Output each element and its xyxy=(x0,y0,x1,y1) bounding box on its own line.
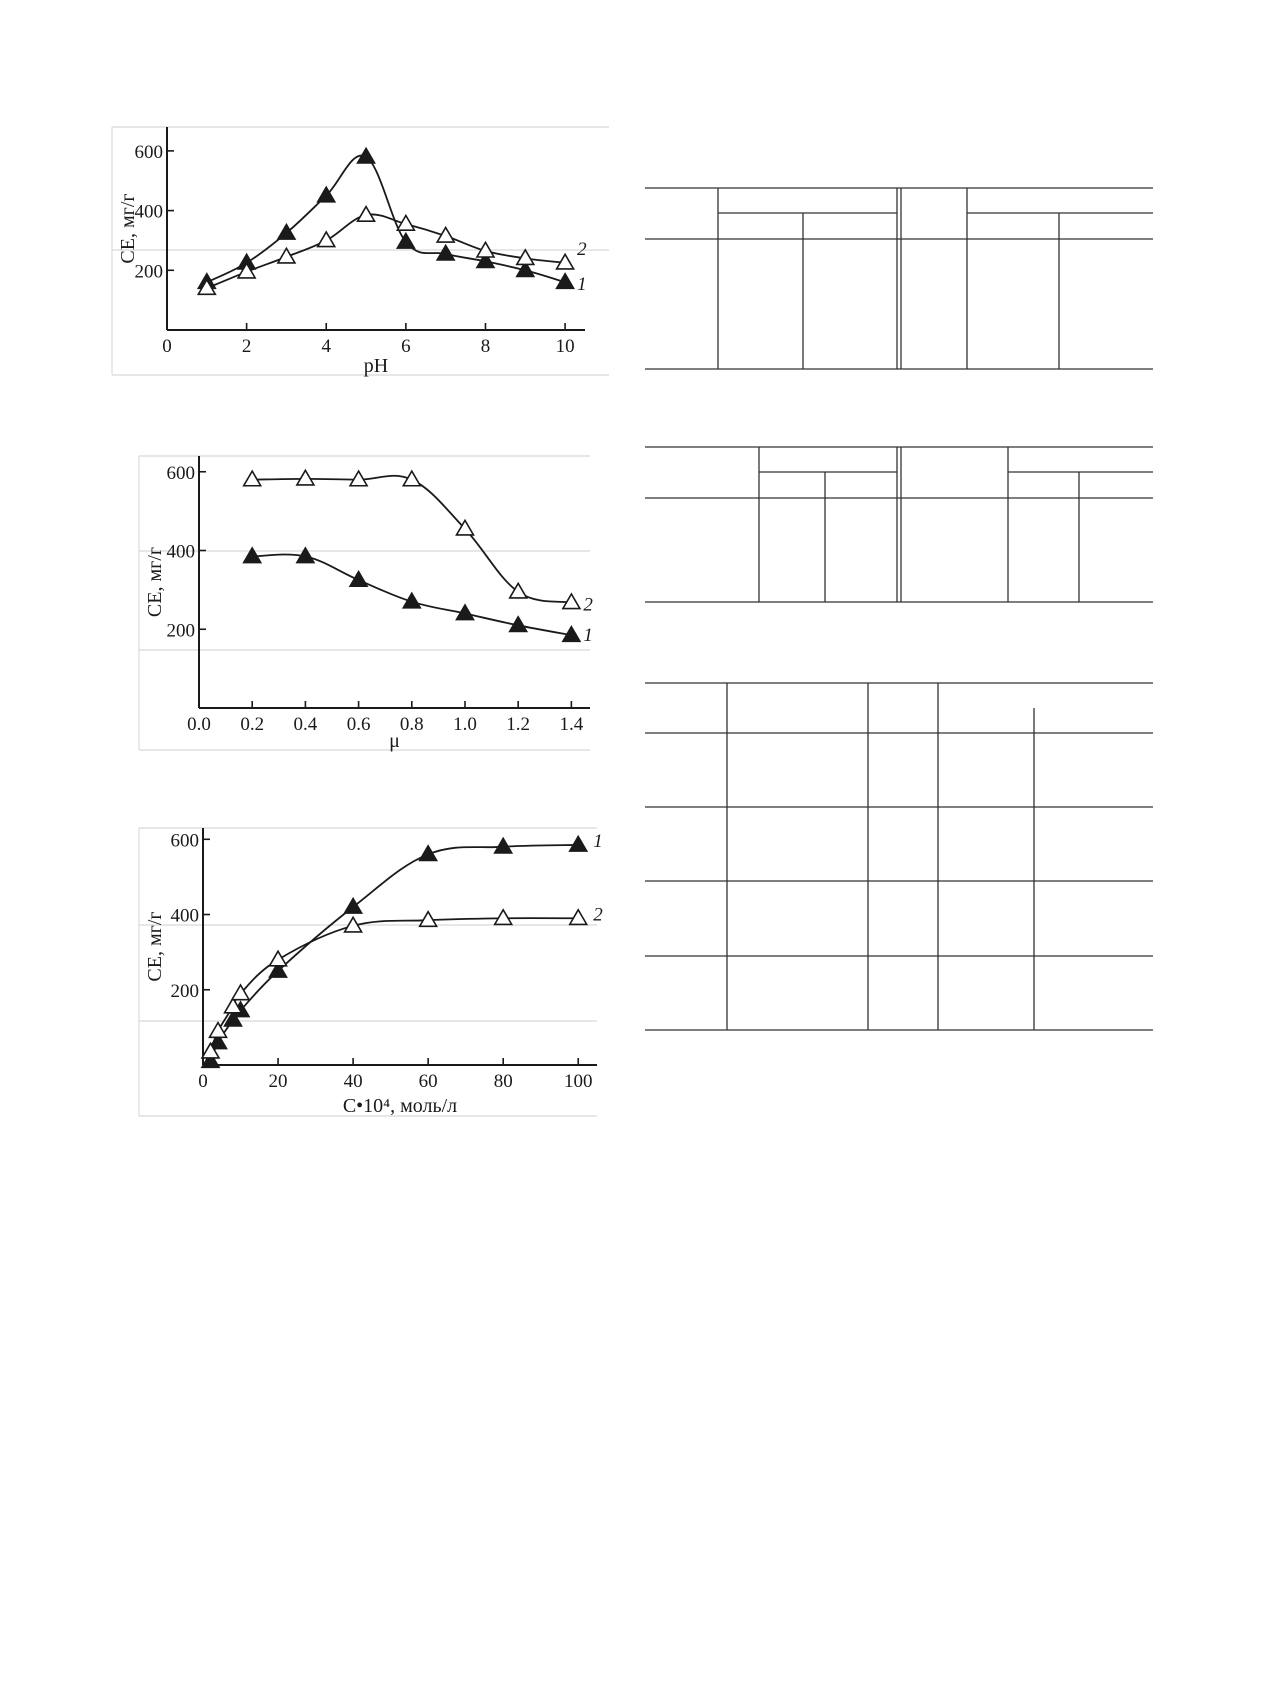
series-1-point xyxy=(435,243,456,261)
series-1-point xyxy=(401,591,422,609)
x-tick-label: 1.2 xyxy=(506,714,530,735)
y-axis-title: СЕ, мг/г xyxy=(117,193,139,263)
series-2-point xyxy=(455,518,475,536)
series-2-label: 2 xyxy=(583,594,593,615)
y-axis-title: СЕ, мг/г xyxy=(144,547,166,617)
y-tick-label: 200 xyxy=(171,981,200,1002)
x-tick-label: 1.4 xyxy=(560,714,584,735)
series-1-point xyxy=(561,625,582,643)
series-1-point xyxy=(475,251,496,269)
series-2-point xyxy=(276,246,297,264)
series-2-line xyxy=(209,917,579,1053)
x-tick-label: 0 xyxy=(198,1071,208,1092)
series-2-label: 2 xyxy=(577,239,587,260)
y-tick-label: 200 xyxy=(167,620,196,641)
chart-2: 0.0 0.2 0.4 0.6 0.8 1.0 1.2 1.4 200 400 600 μ СЕ, мг… xyxy=(138,455,593,752)
y-tick-label: 400 xyxy=(167,542,196,563)
series-2-point xyxy=(561,592,582,610)
x-tick-label: 40 xyxy=(344,1071,363,1092)
series-2-point xyxy=(316,230,337,248)
series-2-point xyxy=(348,469,369,487)
series-1-point xyxy=(316,185,337,203)
x-tick-label: 20 xyxy=(269,1071,288,1092)
series-2-line xyxy=(206,213,566,290)
series-2-point xyxy=(508,581,529,599)
series-1-point xyxy=(418,844,439,862)
chart-3: 0 20 40 60 80 100 200 400 600 C•10⁴, моль/л СЕ, мг… xyxy=(138,827,603,1117)
series-1-label: 1 xyxy=(577,274,587,295)
series-1-point xyxy=(568,834,589,852)
series-1-label: 1 xyxy=(583,625,593,646)
series-1-point xyxy=(555,272,575,290)
series-1-point xyxy=(200,1051,221,1069)
x-tick-label: 0.0 xyxy=(187,714,211,735)
series-1-point xyxy=(508,615,529,633)
series-1-point xyxy=(276,222,297,240)
series-2-point xyxy=(515,248,536,266)
y-axis-title: СЕ, мг/г xyxy=(144,911,166,981)
series-2-point xyxy=(236,261,257,279)
x-axis-title: pH xyxy=(364,355,388,377)
series-2-point xyxy=(493,908,514,926)
x-tick-label: 8 xyxy=(481,336,491,357)
series-2-point xyxy=(230,983,251,1001)
series-2-point xyxy=(196,278,217,296)
y-tick-label: 400 xyxy=(171,906,200,927)
series-1-line xyxy=(206,154,566,284)
series-1-point xyxy=(242,546,263,564)
x-tick-label: 0.6 xyxy=(347,714,371,735)
y-tick-label: 400 xyxy=(135,202,164,223)
series-1-point xyxy=(455,603,475,621)
x-tick-label: 80 xyxy=(494,1071,513,1092)
x-tick-label: 100 xyxy=(564,1071,593,1092)
x-tick-label: 0 xyxy=(162,336,172,357)
series-1-point xyxy=(348,569,369,587)
series-2-point xyxy=(475,240,496,258)
series-2-point xyxy=(295,468,316,486)
series-2-point xyxy=(401,469,422,487)
x-tick-label: 4 xyxy=(321,336,331,357)
x-tick-label: 60 xyxy=(419,1071,438,1092)
x-tick-label: 10 xyxy=(556,336,575,357)
series-1-point xyxy=(356,146,376,164)
series-2-point xyxy=(555,252,575,270)
y-tick-label: 600 xyxy=(171,830,200,851)
series-2-point xyxy=(223,996,243,1014)
series-2-point xyxy=(356,204,376,222)
x-axis-title: C•10⁴, моль/л xyxy=(343,1095,457,1117)
x-tick-label: 2 xyxy=(242,336,252,357)
series-1-point xyxy=(395,231,416,249)
series-1-point xyxy=(268,960,288,978)
series-2-point xyxy=(395,213,416,231)
x-tick-label: 6 xyxy=(401,336,411,357)
chart-1: 0 2 4 6 8 10 200 400 600 pH СЕ, мг/г 1 2 xyxy=(111,126,609,377)
series-1-line xyxy=(209,844,579,1062)
x-tick-label: 1.0 xyxy=(453,714,477,735)
series-1-label: 1 xyxy=(593,831,603,852)
x-axis-title: μ xyxy=(389,730,400,752)
x-tick-label: 0.8 xyxy=(400,714,424,735)
series-2-point xyxy=(268,949,288,967)
y-tick-label: 600 xyxy=(167,463,196,484)
series-1-point xyxy=(343,896,363,914)
series-2-point xyxy=(242,469,263,487)
series-2-point xyxy=(418,910,439,928)
series-2-point xyxy=(568,908,589,926)
y-tick-label: 600 xyxy=(135,142,164,163)
series-1-point xyxy=(515,260,536,278)
x-tick-label: 0.2 xyxy=(240,714,264,735)
series-1-point xyxy=(493,836,514,854)
series-2-point xyxy=(435,225,456,243)
series-2-point xyxy=(200,1041,221,1059)
series-2-point xyxy=(343,915,363,933)
series-2-line xyxy=(252,474,572,604)
series-1-point xyxy=(223,1009,243,1027)
y-tick-label: 200 xyxy=(135,261,164,282)
series-2-point xyxy=(208,1021,228,1039)
series-2-label: 2 xyxy=(593,904,603,925)
x-tick-label: 0.4 xyxy=(294,714,318,735)
series-1-point xyxy=(295,546,316,564)
